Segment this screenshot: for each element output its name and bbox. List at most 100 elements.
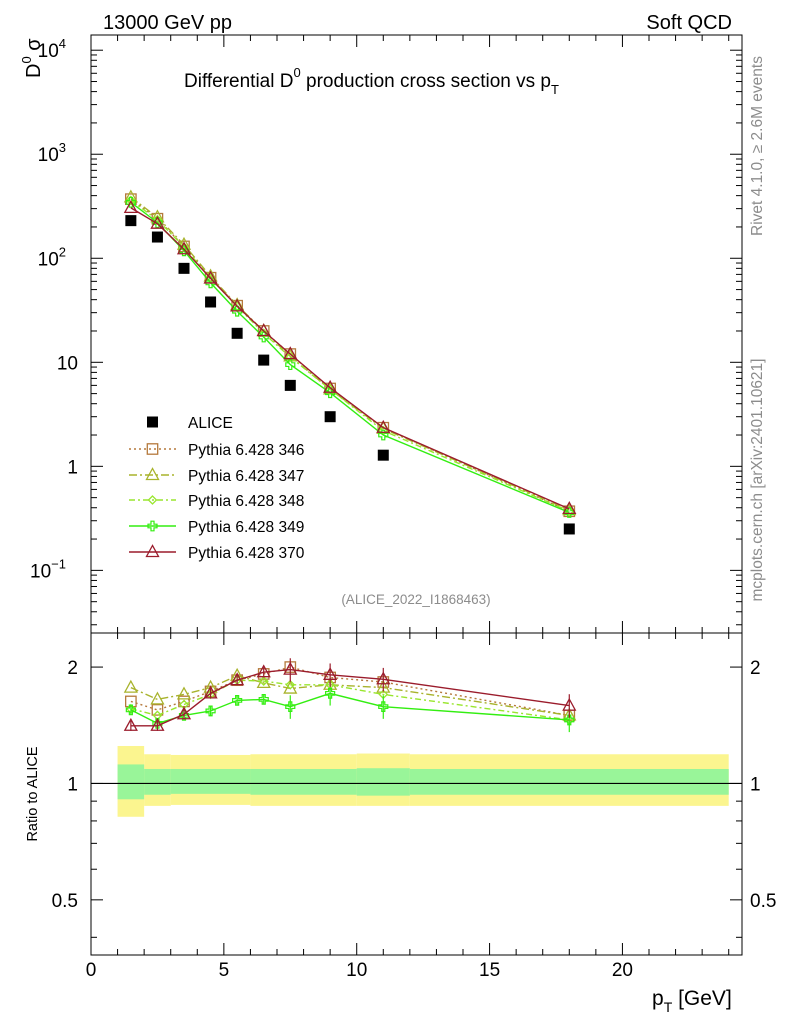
ratio-point-pythia-6-428-348	[285, 679, 296, 690]
y-tick-label-base: 10	[38, 249, 59, 270]
data-point-pythia-6-428-349	[258, 331, 269, 343]
legend-marker-pythia-6-428-349	[147, 520, 158, 532]
ratio-series-pythia-6-428-346	[125, 661, 576, 722]
inner-uncertainty-band	[250, 768, 357, 795]
ratio-line-pythia-6-428-349	[130, 692, 570, 725]
ratio-point-pythia-6-428-348	[258, 676, 269, 686]
ratio-point-pythia-6-428-347	[176, 686, 192, 700]
y-tick-label-base: 10	[38, 145, 59, 166]
ratio-point-pythia-6-428-370	[323, 666, 338, 680]
y-tick-label-exponent: 3	[59, 140, 66, 155]
data-point-pythia-6-428-370	[562, 501, 577, 515]
legend-label-347: Pythia 6.428 347	[188, 468, 304, 485]
x-tick-label: 0	[86, 960, 97, 981]
data-point-pythia-6-428-370	[323, 379, 338, 393]
ratio-point-pythia-6-428-349	[564, 714, 575, 726]
inner-uncertainty-band	[170, 768, 251, 794]
ratio-point-pythia-6-428-370	[203, 685, 218, 699]
ratio-point-pythia-6-428-346	[151, 704, 164, 716]
x-tick-label: 15	[479, 960, 500, 981]
data-point-pythia-6-428-370	[283, 346, 298, 360]
y-tick-label-exponent: 4	[59, 36, 66, 51]
legend-label-alice: ALICE	[188, 415, 233, 432]
ratio-point-pythia-6-428-347	[283, 680, 298, 694]
ratio-point-pythia-6-428-349	[125, 704, 136, 716]
ratio-point-pythia-6-428-349	[232, 694, 243, 706]
ratio-point-pythia-6-428-370	[283, 661, 298, 675]
data-point-alice	[151, 231, 163, 243]
x-tick-label: 20	[612, 960, 633, 981]
x-tick-label: 10	[346, 960, 367, 981]
ratio-point-pythia-6-428-370	[176, 706, 192, 720]
y-tick-label: 10−1	[30, 556, 66, 582]
y-tick-label: 103	[38, 140, 66, 166]
analysis-tag: (ALICE_2022_I1868463)	[341, 592, 490, 607]
main-title: Differential D0 production cross section…	[184, 65, 559, 97]
legend-marker-alice	[147, 416, 158, 428]
ratio-point-pythia-6-428-349	[205, 705, 216, 717]
legend-label-370: Pythia 6.428 370	[188, 545, 305, 562]
data-point-alice	[125, 215, 137, 227]
series-line-pythia-6-428-349	[130, 201, 570, 514]
main-y-axis-label: D0 σ	[19, 38, 45, 78]
ratio-frame	[90, 632, 743, 956]
data-point-alice	[284, 379, 296, 391]
series-line-pythia-6-428-347	[130, 196, 570, 511]
legend-label-349: Pythia 6.428 349	[188, 519, 304, 536]
process-label: Soft QCD	[646, 12, 732, 34]
data-point-pythia-6-428-349	[378, 429, 389, 441]
y-tick-label: 104	[38, 36, 66, 62]
ratio-point-pythia-6-428-370	[562, 697, 577, 711]
legend-marker-pythia-6-428-346	[146, 443, 159, 455]
data-point-alice	[231, 327, 243, 339]
ratio-axes: 0.5 0.51 12 20 5 10 15 20	[52, 633, 776, 981]
legend-marker-pythia-6-428-370	[145, 544, 160, 558]
data-point-pythia-6-428-349	[205, 277, 216, 289]
ratio-y-tick-label-left: 0.5	[52, 891, 78, 912]
series-pythia-6-428-370	[123, 200, 577, 515]
y-tick-label: 102	[38, 244, 66, 270]
ratio-point-pythia-6-428-349	[285, 701, 296, 713]
data-point-pythia-6-428-370	[256, 323, 271, 337]
ratio-line-pythia-6-428-370	[130, 668, 570, 727]
data-point-pythia-6-428-370	[230, 298, 245, 312]
ratio-line-pythia-6-428-347	[130, 674, 570, 717]
data-point-pythia-6-428-370	[376, 419, 391, 433]
ratio-point-pythia-6-428-370	[376, 671, 391, 685]
y-tick-label: 10	[57, 353, 78, 374]
legend-marker-pythia-6-428-348	[147, 495, 158, 505]
data-point-alice	[205, 296, 217, 308]
mcplots-label: mcplots.cern.ch [arXiv:2401.10621]	[749, 359, 766, 602]
y-tick-label-base: 10	[30, 561, 51, 582]
ratio-y-tick-label-right: 2	[750, 658, 761, 679]
ratio-y-tick-label-left: 1	[67, 774, 78, 795]
data-point-alice	[324, 411, 336, 423]
data-point-pythia-6-428-349	[325, 387, 336, 399]
main-data-layer	[123, 189, 577, 535]
main-frame	[90, 34, 743, 634]
legend-marker-pythia-6-428-347	[145, 467, 160, 481]
ratio-series-pythia-6-428-370	[123, 658, 577, 731]
data-point-alice	[258, 354, 270, 366]
ratio-data-layer	[91, 658, 742, 817]
ratio-point-pythia-6-428-370	[123, 717, 138, 731]
y-tick-label-exponent: 2	[59, 244, 66, 259]
data-point-pythia-6-428-349	[285, 359, 296, 371]
ratio-line-pythia-6-428-348	[130, 679, 570, 721]
data-point-pythia-6-428-370	[123, 200, 138, 214]
series-pythia-6-428-347	[123, 189, 577, 516]
data-point-pythia-6-428-370	[203, 270, 218, 284]
ratio-series-pythia-6-428-348	[125, 675, 575, 725]
series-line-pythia-6-428-348	[130, 199, 570, 512]
y-tick-label-exponent: −1	[51, 556, 66, 571]
data-point-alice	[563, 523, 575, 535]
data-point-pythia-6-428-370	[150, 215, 165, 229]
inner-uncertainty-band	[409, 768, 729, 795]
ratio-y-tick-label-right: 0.5	[750, 891, 776, 912]
series-line-pythia-6-428-370	[130, 207, 570, 510]
ratio-y-tick-label-right: 1	[750, 774, 761, 795]
series-line-pythia-6-428-346	[130, 198, 570, 512]
ratio-panel: 0.5 0.51 12 20 5 10 15 20 Ratio to ALICE pT [Ge…	[25, 632, 776, 1015]
